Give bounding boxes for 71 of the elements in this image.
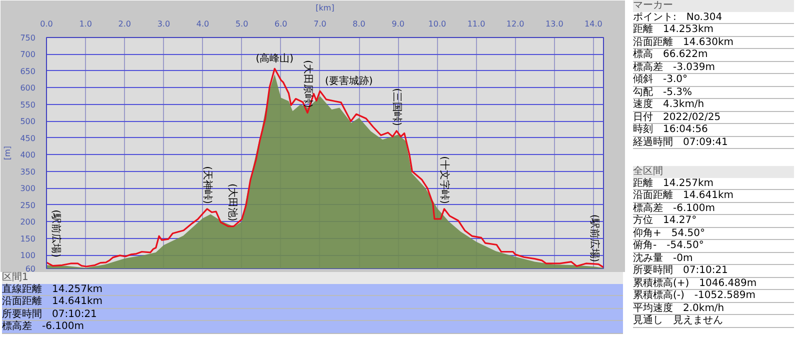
y-tick-label: 250 (20, 200, 36, 210)
annotation: (三国峠) (391, 88, 404, 126)
text: 見通し 見えません (633, 315, 794, 328)
annotation: (高峰山) (256, 52, 294, 65)
text: 累積標高(-) -1052.589m (633, 290, 794, 302)
x-tick-label: 11.0 (467, 20, 486, 28)
y-tick-label: 700 (20, 50, 36, 60)
x-tick-label: 0.0 (40, 20, 53, 28)
y-tick-label: 60 (25, 264, 36, 274)
text: 区間1 (2, 272, 623, 284)
text: 標高差 -6.100m (633, 202, 794, 215)
text: 勾配 -5.3% (633, 86, 794, 99)
y-tick-label: 100 (20, 251, 36, 260)
text: 俯角- -54.50° (633, 240, 794, 252)
annotation: (天神峠) (202, 166, 214, 204)
text: 時刻 16:04:56 (633, 124, 794, 136)
text: 標高差 -6.100m (2, 321, 623, 334)
x-tick-label: 9.0 (392, 20, 404, 28)
y-axis-title: [m] (3, 146, 12, 160)
text: 速度 4.3km/h (633, 99, 794, 112)
x-tick-label: 4.0 (196, 20, 210, 28)
text: 方位 14.27° (633, 215, 794, 228)
text: ポイント: No.304 (633, 12, 794, 24)
text: マーカー (633, 0, 794, 12)
text: 経過時間 07:09:41 (633, 136, 794, 149)
text: 平均速度 2.0km/h (633, 302, 794, 315)
y-tick-label: 600 (20, 84, 36, 93)
x-tick-label: 5.0 (235, 20, 248, 28)
y-tick-label: 350 (20, 167, 36, 176)
annotation: (大田池) (226, 184, 239, 222)
x-tick-label: 10.0 (428, 20, 446, 28)
text: 仰角+ 54.50° (633, 228, 794, 240)
text: 所要時間 07:10:21 (633, 265, 794, 278)
text: 沈み量 -0m (633, 252, 794, 265)
text: 累積標高(+) 1046.489m (633, 278, 794, 290)
annotation: (駅前広場) (50, 210, 62, 258)
text: 沿面距離 14.630km (633, 36, 794, 49)
x-tick-label: 1.0 (79, 20, 92, 28)
text: 沿面距離 14.641km (2, 296, 623, 308)
x-tick-label: 13.0 (545, 20, 564, 28)
annotation: (駅前広場) (588, 214, 601, 262)
text: 全区間 (633, 166, 794, 178)
annotation: (十文字峠) (438, 156, 451, 204)
text: 日付 2022/02/25 (633, 112, 794, 124)
text: 傾斜 -3.0° (633, 74, 794, 86)
x-axis-title: [km] (316, 4, 334, 12)
x-tick-label: 8.0 (352, 20, 366, 28)
text: 距離 14.253km (633, 24, 794, 36)
text: 所要時間 07:10:21 (2, 308, 623, 321)
text: 標高 66.622m (633, 49, 794, 62)
text: 標高差 -3.039m (633, 62, 794, 74)
annotation: (大田原峠) (302, 60, 314, 108)
text: 沿面距離 14.641km (633, 190, 794, 202)
x-tick-label: 12.0 (506, 20, 524, 28)
y-tick-label: 550 (20, 100, 36, 110)
y-tick-label: 300 (20, 184, 36, 194)
y-tick-label: 750 (20, 34, 36, 42)
x-tick-label: 2.0 (118, 20, 132, 28)
x-tick-label: 3.0 (157, 20, 170, 28)
text: 距離 14.257km (633, 178, 794, 190)
y-tick-label: 150 (20, 234, 36, 244)
y-tick-label: 400 (20, 150, 36, 160)
y-tick-label: 200 (20, 218, 36, 227)
text: 直線距離 14.257km (2, 284, 623, 296)
y-tick-label: 450 (20, 134, 36, 143)
annotation: (要害城跡) (324, 75, 373, 88)
y-tick-label: 650 (20, 66, 36, 76)
x-tick-label: 6.0 (274, 20, 288, 28)
y-tick-label: 500 (20, 117, 36, 126)
x-tick-label: 7.0 (314, 20, 326, 28)
x-tick-label: 14.0 (584, 20, 602, 28)
